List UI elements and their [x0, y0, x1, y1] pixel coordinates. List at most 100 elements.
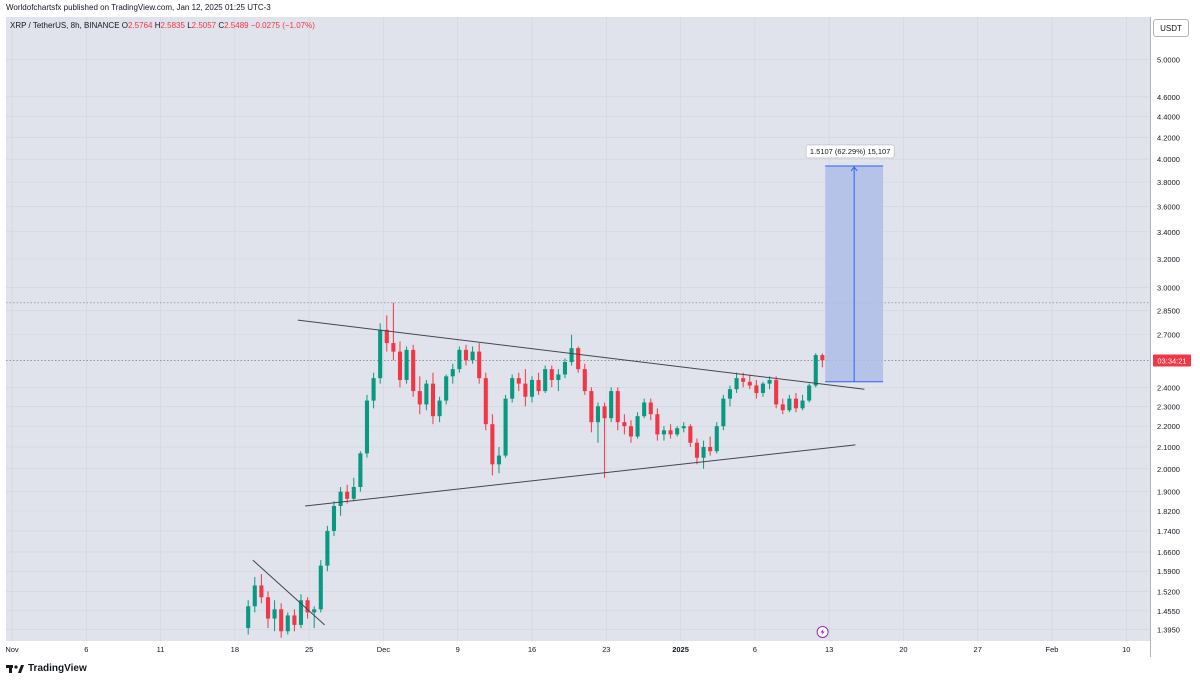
candle-body: [444, 376, 449, 401]
measure-label-text: 1.5107 (62.29%) 15,107: [810, 147, 890, 156]
candle-body: [774, 379, 779, 405]
candle-body: [437, 400, 442, 417]
current-price-marker-text: 03:34:21: [1157, 356, 1186, 365]
candle-body: [642, 402, 647, 417]
candle-body: [351, 486, 356, 499]
candle-body: [714, 426, 719, 452]
candle-body: [661, 430, 667, 435]
trendline: [252, 559, 325, 626]
candle-body: [609, 391, 614, 419]
tradingview-logo-icon: [6, 664, 24, 673]
candle-body: [628, 426, 634, 437]
price-tick-label: 2.4000: [1157, 383, 1180, 392]
candle-body: [510, 378, 515, 399]
candle-body: [279, 609, 284, 632]
time-tick-label: Feb: [1046, 645, 1059, 654]
time-tick-label: 25: [305, 645, 313, 654]
candle-body: [582, 369, 587, 392]
candle-body: [490, 424, 495, 465]
candle-body: [496, 455, 502, 465]
candle-body: [345, 491, 350, 499]
current-price-marker: 03:34:21: [1153, 354, 1191, 367]
candle-body: [331, 506, 337, 531]
candle-body: [470, 351, 475, 361]
price-tick-label: 3.2000: [1157, 255, 1180, 264]
chart-plot-area[interactable]: 1.5107 (62.29%) 15,107: [6, 17, 1151, 657]
candle-body: [265, 597, 271, 619]
price-tick-label: 2.2000: [1157, 422, 1180, 431]
price-tick-label: 4.4000: [1157, 113, 1180, 122]
candle-body: [298, 600, 304, 625]
price-tick-label: 2.0000: [1157, 465, 1180, 474]
time-tick-label: 18: [231, 645, 239, 654]
candle-body: [569, 348, 574, 363]
candle-body: [503, 398, 508, 456]
candle-body: [562, 362, 568, 375]
price-chart[interactable]: 1.5107 (62.29%) 15,107: [6, 17, 1150, 641]
currency-button[interactable]: USDT: [1153, 19, 1189, 37]
high-label: H: [154, 21, 161, 30]
price-tick-label: 4.0000: [1157, 155, 1180, 164]
candle-body: [589, 391, 594, 423]
candle-body: [820, 355, 825, 361]
candle-body: [635, 416, 640, 437]
tradingview-brand: TradingView: [28, 663, 87, 674]
candle-body: [543, 369, 548, 392]
candle-body: [747, 381, 752, 386]
candle-body: [648, 402, 653, 415]
candle-body: [397, 351, 403, 380]
candle-body: [483, 378, 488, 425]
candle-body: [767, 379, 772, 384]
trendline: [297, 319, 865, 390]
low-label: L: [187, 21, 192, 30]
price-axis[interactable]: 5.0000 4.6000 4.4000 4.2000 4.0000 3.8000 3.60…: [1151, 17, 1200, 657]
measure-label-box: [805, 144, 895, 159]
candle-body: [595, 406, 601, 423]
candle-body: [800, 400, 805, 409]
measure-arrow-head: [850, 166, 858, 172]
candle-body: [384, 329, 389, 344]
symbol-label: XRP / TetherUS, 8h, BINANCE: [10, 21, 120, 30]
candle-body: [602, 406, 607, 419]
price-tick-label: 2.1000: [1157, 443, 1180, 452]
ohlc-legend: XRP / TetherUS, 8h, BINANCE O2.5764 H2.5…: [10, 21, 315, 30]
candle-body: [312, 609, 317, 613]
candle-body: [358, 453, 363, 487]
time-tick-label: Nov: [6, 645, 19, 654]
candle-body: [450, 369, 455, 377]
candle-body: [688, 426, 693, 443]
price-tick-label: 4.6000: [1157, 93, 1180, 102]
close-value: 2.5489: [224, 21, 249, 30]
price-tick-label: 1.5200: [1157, 587, 1180, 596]
price-tick-label: 3.4000: [1157, 228, 1180, 237]
high-value: 2.5835: [160, 21, 185, 30]
candle-body: [285, 615, 290, 632]
candle-body: [318, 565, 323, 610]
candle-body: [655, 414, 660, 435]
candle-body: [364, 400, 370, 454]
candle-body: [430, 383, 436, 417]
candle-body: [424, 383, 429, 405]
candle-body: [259, 585, 264, 598]
price-tick-label: 2.3000: [1157, 402, 1180, 411]
candle-body: [325, 530, 330, 566]
time-axis[interactable]: Nov 6 11 18 25 Dec 9 16 23 2025 6 13 20 27 Feb 10: [5, 641, 1150, 657]
candle-body: [760, 383, 766, 393]
price-tick-label: 2.7000: [1157, 331, 1180, 340]
candle-body: [529, 379, 535, 397]
candle-body: [417, 391, 422, 405]
currency-label: USDT: [1160, 23, 1182, 33]
candle-body: [741, 378, 746, 382]
time-tick-label: 10: [1122, 645, 1130, 654]
price-tick-label: 1.8200: [1157, 507, 1180, 516]
candle-body: [411, 349, 416, 392]
price-tick-label: 3.8000: [1157, 178, 1180, 187]
time-tick-label: Dec: [377, 645, 391, 654]
low-value: 2.5057: [191, 21, 217, 30]
price-tick-label: 1.3950: [1157, 626, 1180, 635]
price-tick-label: 1.4550: [1157, 607, 1180, 616]
candle-body: [734, 378, 739, 390]
price-tick-label: 4.2000: [1157, 133, 1180, 142]
time-tick-label: 13: [825, 645, 833, 654]
candle-body: [371, 378, 376, 401]
